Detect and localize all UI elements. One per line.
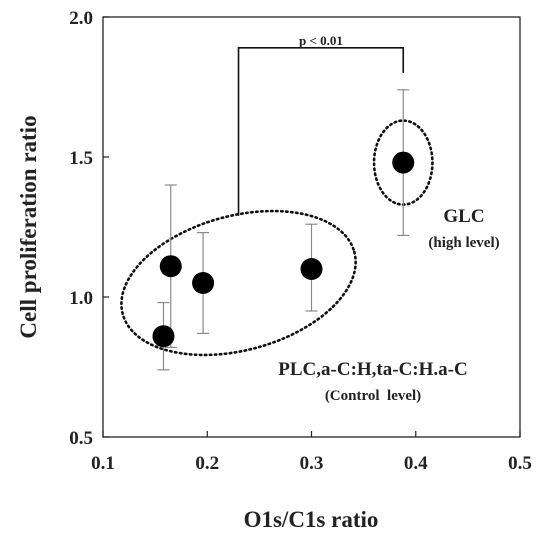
data-point xyxy=(192,272,215,294)
x-tick-label: 0.5 xyxy=(508,453,532,474)
control-group-ellipse xyxy=(120,209,357,357)
y-tick-label: 1.0 xyxy=(69,288,93,309)
group-high-subtitle: (high level) xyxy=(428,235,499,251)
x-tick-label: 0.3 xyxy=(300,453,324,474)
data-point xyxy=(392,151,415,174)
group-control-subtitle: (Control level) xyxy=(325,388,421,404)
group-high-title: GLC xyxy=(443,206,484,227)
x-tick-label: 0.2 xyxy=(195,453,219,474)
y-tick-label: 1.5 xyxy=(69,148,93,169)
x-tick-label: 0.4 xyxy=(404,453,428,474)
data-point xyxy=(152,325,175,348)
significance-bracket xyxy=(237,46,405,216)
y-axis-label: Cell proliferation ratio xyxy=(16,115,41,338)
y-tick-label: 0.5 xyxy=(69,428,93,449)
data-point xyxy=(300,258,323,280)
y-tick-label: 2.0 xyxy=(69,8,93,29)
significance-label: p < 0.01 xyxy=(299,33,343,48)
x-tick-label: 0.1 xyxy=(91,453,115,474)
x-axis-label: O1s/C1s ratio xyxy=(244,507,379,532)
group-control-title: PLC,a-C:H,ta-C:H.a-C xyxy=(278,359,467,380)
data-point xyxy=(159,255,182,278)
